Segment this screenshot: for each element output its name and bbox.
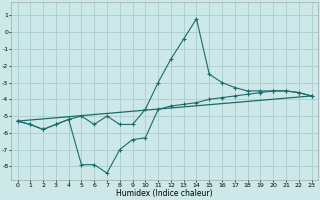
X-axis label: Humidex (Indice chaleur): Humidex (Indice chaleur) (116, 189, 213, 198)
